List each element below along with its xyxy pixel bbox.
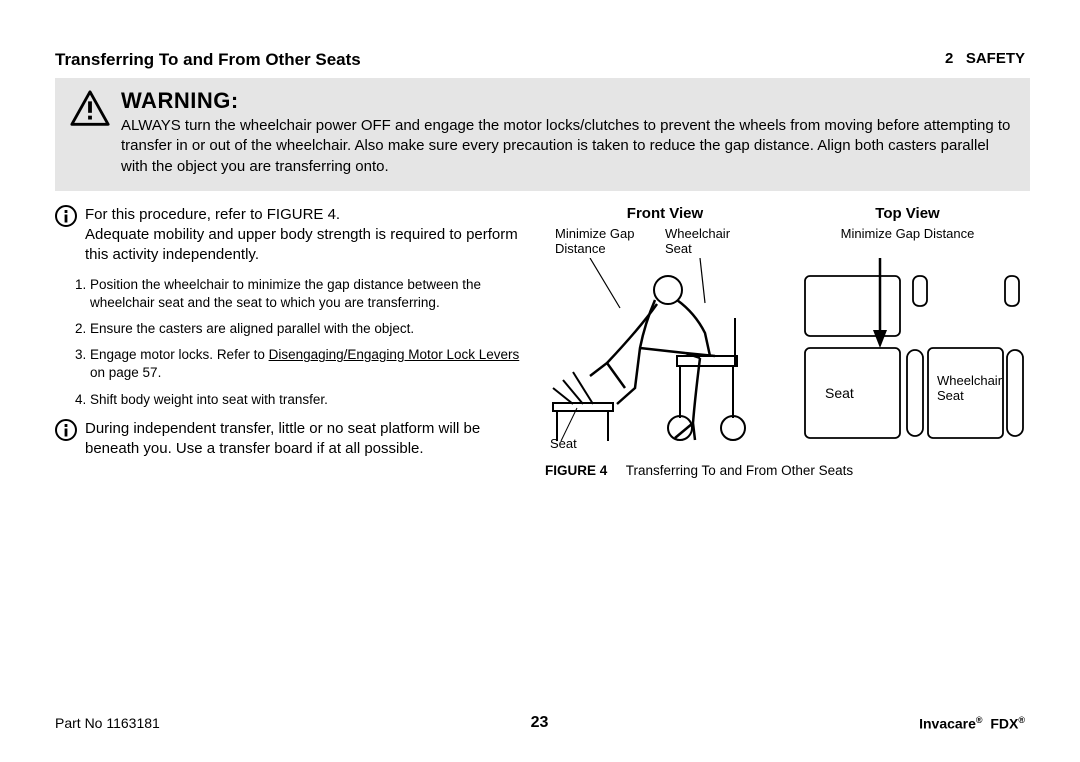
left-column: For this procedure, refer to FIGURE 4. A… <box>55 205 545 478</box>
front-view-diagram: Seat <box>545 258 785 453</box>
step3-link[interactable]: Disengaging/Engaging Motor Lock Levers <box>269 347 520 362</box>
info1-line1: For this procedure, refer to FIGURE 4. <box>85 205 520 225</box>
top-view-title: Top View <box>785 205 1030 222</box>
part-number: Part No 1163181 <box>55 715 160 731</box>
brand: Invacare® FDX® <box>919 715 1025 732</box>
page: 2 SAFETY Transferring To and From Other … <box>0 0 1080 762</box>
right-column: Front View Top View Minimize Gap Distanc… <box>545 205 1030 478</box>
seat-label: Seat <box>550 436 577 451</box>
info-text-1: For this procedure, refer to FIGURE 4. A… <box>85 205 520 266</box>
info-icon <box>55 419 85 460</box>
step3-b: on page 57. <box>90 365 161 380</box>
caption-text: Transferring To and From Other Seats <box>626 463 853 478</box>
warning-box: WARNING: ALWAYS turn the wheelchair powe… <box>55 78 1030 191</box>
tv-wheelchair-seat-label: Wheelchair Seat <box>937 373 1002 404</box>
footer: Part No 1163181 23 Invacare® FDX® <box>55 714 1025 732</box>
step-4: Shift body weight into seat with transfe… <box>90 391 520 409</box>
warning-title: WARNING: <box>121 88 1016 114</box>
figure-area: Seat Seat <box>545 258 1030 453</box>
header-section: 2 SAFETY <box>945 50 1025 67</box>
warning-icon <box>69 88 111 130</box>
figure-headers: Front View Top View <box>545 205 1030 222</box>
steps-list: Position the wheelchair to minimize the … <box>55 276 520 409</box>
warning-text: ALWAYS turn the wheelchair power OFF and… <box>121 116 1016 177</box>
section-name: SAFETY <box>966 50 1025 67</box>
figure-caption: FIGURE 4 Transferring To and From Other … <box>545 463 1030 478</box>
label-wheelchair-seat-1: Wheelchair Seat <box>665 226 785 256</box>
info-block-2: During independent transfer, little or n… <box>55 419 520 460</box>
section-title: Transferring To and From Other Seats <box>55 50 1030 70</box>
label-min-gap-1: Minimize Gap Distance <box>545 226 665 256</box>
step-2: Ensure the casters are aligned parallel … <box>90 320 520 338</box>
info-text-2: During independent transfer, little or n… <box>85 419 520 460</box>
step-3: Engage motor locks. Refer to Disengaging… <box>90 346 520 382</box>
svg-text:Seat: Seat <box>825 385 854 401</box>
label-min-gap-2: Minimize Gap Distance <box>785 226 1030 256</box>
caption-bold: FIGURE 4 <box>545 463 607 478</box>
front-view-title: Front View <box>545 205 785 222</box>
step-1: Position the wheelchair to minimize the … <box>90 276 520 312</box>
warning-body: WARNING: ALWAYS turn the wheelchair powe… <box>121 88 1016 177</box>
page-number: 23 <box>531 714 549 732</box>
content-columns: For this procedure, refer to FIGURE 4. A… <box>55 205 1030 478</box>
step3-a: Engage motor locks. Refer to <box>90 347 269 362</box>
top-view-diagram: Seat Wheelchair Seat <box>785 258 1030 453</box>
info1-line2: Adequate mobility and upper body strengt… <box>85 225 520 266</box>
info-icon <box>55 205 85 266</box>
section-number: 2 <box>945 50 953 67</box>
info-block-1: For this procedure, refer to FIGURE 4. A… <box>55 205 520 266</box>
figure-labels-row: Minimize Gap Distance Wheelchair Seat Mi… <box>545 226 1030 256</box>
